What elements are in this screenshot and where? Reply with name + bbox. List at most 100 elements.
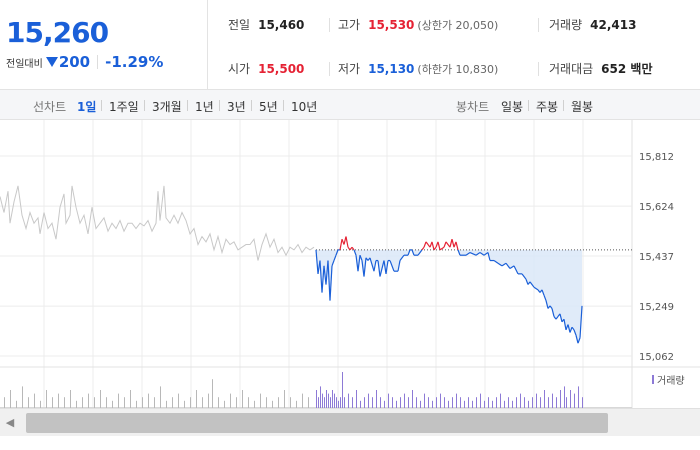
- scroll-thumb[interactable]: [26, 413, 608, 433]
- today-segment-down: [529, 281, 535, 288]
- volume-bar: [28, 397, 29, 408]
- volume-bar: [396, 400, 397, 408]
- today-price-line: [315, 236, 583, 344]
- stat-label: 거래량: [549, 18, 583, 32]
- chart-scrollbar[interactable]: ◀: [0, 408, 700, 436]
- volume-bar: [130, 390, 131, 408]
- stat-value: 652 백만: [601, 62, 653, 76]
- volume-bar: [404, 393, 405, 408]
- volume-bar: [52, 397, 53, 408]
- today-segment-down: [331, 260, 335, 267]
- period-1d-button[interactable]: 1일: [77, 100, 97, 114]
- volume-bar: [432, 400, 433, 408]
- volume-bar: [336, 397, 337, 408]
- today-segment-down: [479, 252, 485, 256]
- today-segment-up: [425, 241, 429, 245]
- today-segment-down: [563, 319, 567, 330]
- volume-bar: [564, 386, 565, 408]
- volume-bar: [112, 400, 113, 408]
- stat-sub: (하한가 10,830): [417, 63, 499, 76]
- period-1y-button[interactable]: 1년: [195, 100, 214, 114]
- volume-bar: [100, 390, 101, 408]
- today-segment-down: [551, 308, 555, 317]
- period-5y-button[interactable]: 5년: [259, 100, 278, 114]
- volume-bar: [334, 393, 335, 408]
- today-segment-up: [431, 241, 435, 251]
- volume-bar: [428, 397, 429, 408]
- volume-bar: [212, 379, 213, 408]
- volume-bar: [492, 400, 493, 408]
- volume-bar: [76, 400, 77, 408]
- volume-bar: [452, 397, 453, 408]
- price-chart[interactable]: 15,812 15,624 15,437 15,249 15,062: [0, 120, 700, 408]
- volume-bar: [464, 400, 465, 408]
- volume-bar: [328, 393, 329, 408]
- volume-bar: [184, 400, 185, 408]
- divider: [329, 18, 330, 32]
- today-segment-down: [545, 300, 549, 309]
- stat-value: 15,460: [258, 18, 305, 32]
- volume-bar: [456, 393, 457, 408]
- volume-bar: [70, 390, 71, 408]
- period-10y-button[interactable]: 10년: [291, 100, 318, 114]
- today-segment-down: [327, 260, 331, 301]
- volume-bar: [254, 400, 255, 408]
- today-segment-down: [397, 260, 401, 272]
- volume-bar: [248, 397, 249, 408]
- divider: [528, 100, 529, 111]
- period-1w-button[interactable]: 1주일: [109, 100, 139, 114]
- stat-volume: 거래량 42,413: [549, 16, 636, 33]
- volume-bar: [22, 386, 23, 408]
- candle-weekly-button[interactable]: 주봉: [536, 100, 559, 114]
- today-segment-down: [501, 262, 507, 267]
- volume-bar: [520, 393, 521, 408]
- volume-bar: [356, 390, 357, 408]
- today-segment-down: [533, 286, 539, 291]
- down-arrow-icon: [45, 57, 58, 67]
- volume-bar: [570, 390, 571, 408]
- volume-bar: [440, 393, 441, 408]
- volume-bar: [326, 390, 327, 408]
- candle-daily-button[interactable]: 일봉: [501, 100, 524, 114]
- period-3y-button[interactable]: 3년: [227, 100, 246, 114]
- volume-bar: [536, 393, 537, 408]
- today-segment-down: [559, 313, 563, 323]
- divider: [283, 100, 284, 111]
- scroll-left-icon[interactable]: ◀: [5, 416, 15, 429]
- volume-bar: [302, 393, 303, 408]
- stat-prev-close: 전일 15,460: [228, 16, 304, 33]
- volume-bar: [468, 397, 469, 408]
- volume-bar: [190, 397, 191, 408]
- y-tick-label: 15,249: [639, 302, 674, 313]
- today-segment-up: [455, 241, 459, 251]
- today-segment-down: [389, 260, 395, 272]
- today-segment-down: [411, 249, 415, 256]
- volume-bar: [166, 400, 167, 408]
- volume-bar: [544, 390, 545, 408]
- today-segment-down: [521, 273, 527, 280]
- volume-bar: [582, 397, 583, 408]
- volume-bar: [106, 397, 107, 408]
- period-3m-button[interactable]: 3개월: [152, 100, 182, 114]
- volume-bar: [94, 397, 95, 408]
- volume-bar: [484, 400, 485, 408]
- volume-bar: [540, 397, 541, 408]
- today-segment-down: [569, 326, 573, 333]
- volume-bar: [154, 397, 155, 408]
- volume-bar: [578, 386, 579, 408]
- volume-bar: [448, 400, 449, 408]
- volume-bar: [332, 390, 333, 408]
- today-segment-down: [333, 254, 337, 261]
- y-tick-label: 15,062: [639, 352, 674, 363]
- today-segment-down: [373, 260, 377, 272]
- divider: [329, 62, 330, 76]
- today-segment-down: [579, 305, 583, 338]
- stock-summary: 15,260 전일대비 200 -1.29% 전일 15,460 고가 15,530…: [0, 0, 700, 90]
- today-segment-down: [361, 260, 365, 277]
- volume-bar: [196, 390, 197, 408]
- candle-monthly-button[interactable]: 월봉: [571, 100, 594, 114]
- today-segment-down: [357, 255, 361, 272]
- stat-label: 저가: [338, 62, 361, 76]
- divider: [101, 100, 102, 111]
- divider: [144, 100, 145, 111]
